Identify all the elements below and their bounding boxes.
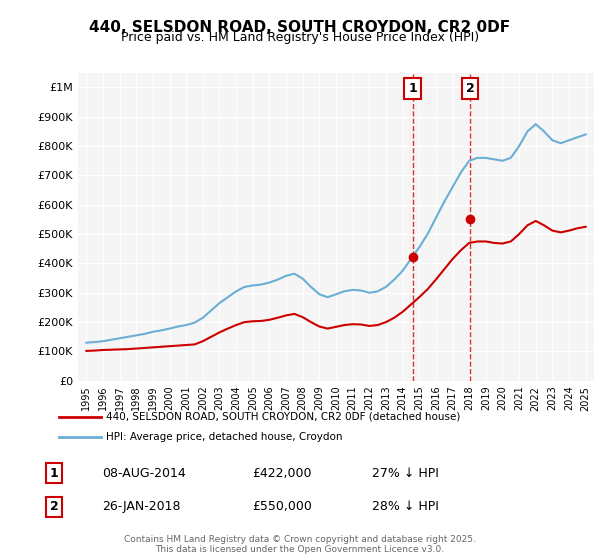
- Text: 28% ↓ HPI: 28% ↓ HPI: [372, 500, 439, 514]
- Text: HPI: Average price, detached house, Croydon: HPI: Average price, detached house, Croy…: [106, 432, 343, 442]
- Text: 08-AUG-2014: 08-AUG-2014: [102, 466, 186, 480]
- Text: 2: 2: [50, 500, 58, 514]
- Text: 2: 2: [466, 82, 475, 95]
- Text: 440, SELSDON ROAD, SOUTH CROYDON, CR2 0DF: 440, SELSDON ROAD, SOUTH CROYDON, CR2 0D…: [89, 20, 511, 35]
- Text: 440, SELSDON ROAD, SOUTH CROYDON, CR2 0DF (detached house): 440, SELSDON ROAD, SOUTH CROYDON, CR2 0D…: [106, 412, 460, 422]
- Text: £550,000: £550,000: [252, 500, 312, 514]
- Text: 1: 1: [408, 82, 417, 95]
- Text: £422,000: £422,000: [252, 466, 311, 480]
- Text: Price paid vs. HM Land Registry's House Price Index (HPI): Price paid vs. HM Land Registry's House …: [121, 31, 479, 44]
- Text: 26-JAN-2018: 26-JAN-2018: [102, 500, 181, 514]
- Text: 27% ↓ HPI: 27% ↓ HPI: [372, 466, 439, 480]
- Text: 1: 1: [50, 466, 58, 480]
- Text: Contains HM Land Registry data © Crown copyright and database right 2025.
This d: Contains HM Land Registry data © Crown c…: [124, 535, 476, 554]
